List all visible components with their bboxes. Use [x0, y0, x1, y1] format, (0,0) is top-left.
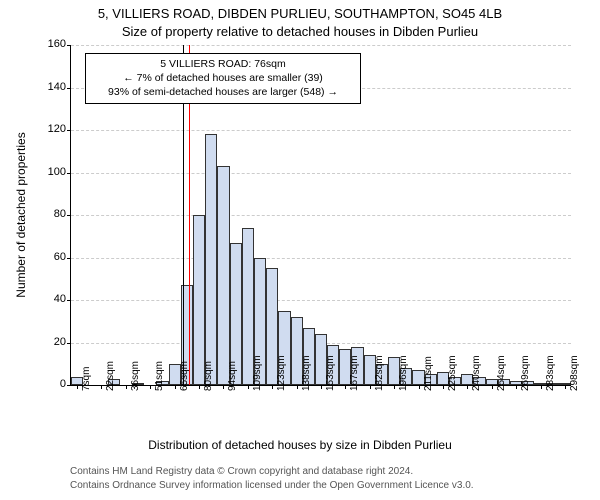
x-axis-label: Distribution of detached houses by size …	[0, 438, 600, 452]
gridline	[71, 258, 571, 259]
ytick-mark	[67, 130, 71, 131]
xtick-label: 80sqm	[203, 361, 214, 391]
xtick-label: 196sqm	[398, 355, 409, 391]
xtick-mark	[199, 385, 200, 389]
ytick-mark	[67, 385, 71, 386]
annotation-line3: 93% of semi-detached houses are larger (…	[92, 85, 354, 99]
ytick-label: 0	[26, 378, 66, 390]
xtick-label: 22sqm	[105, 361, 116, 391]
xtick-mark	[467, 385, 468, 389]
gridline	[71, 300, 571, 301]
ytick-label: 20	[26, 336, 66, 348]
footnote-line2: Contains Ordnance Survey information lic…	[70, 480, 474, 491]
ytick-label: 40	[26, 293, 66, 305]
xtick-mark	[394, 385, 395, 389]
ytick-mark	[67, 258, 71, 259]
xtick-label: 153sqm	[325, 355, 336, 391]
xtick-label: 7sqm	[81, 367, 92, 391]
chart-title-line1: 5, VILLIERS ROAD, DIBDEN PURLIEU, SOUTHA…	[0, 6, 600, 21]
xtick-mark	[345, 385, 346, 389]
gridline	[71, 173, 571, 174]
gridline	[71, 215, 571, 216]
xtick-label: 94sqm	[227, 361, 238, 391]
xtick-label: 254sqm	[496, 355, 507, 391]
xtick-mark	[492, 385, 493, 389]
xtick-mark	[541, 385, 542, 389]
xtick-mark	[223, 385, 224, 389]
plot-area: 0204060801001201401607sqm22sqm36sqm51sqm…	[70, 45, 571, 386]
ytick-label: 140	[26, 81, 66, 93]
footnote-line1: Contains HM Land Registry data © Crown c…	[70, 466, 413, 477]
xtick-mark	[101, 385, 102, 389]
ytick-mark	[67, 343, 71, 344]
ytick-label: 160	[26, 38, 66, 50]
xtick-label: 167sqm	[349, 355, 360, 391]
xtick-mark	[77, 385, 78, 389]
xtick-label: 51sqm	[154, 361, 165, 391]
gridline	[71, 45, 571, 46]
xtick-label: 298sqm	[569, 355, 580, 391]
xtick-mark	[297, 385, 298, 389]
xtick-label: 109sqm	[252, 355, 263, 391]
xtick-mark	[150, 385, 151, 389]
ytick-label: 60	[26, 251, 66, 263]
annotation-line1: 5 VILLIERS ROAD: 76sqm	[92, 57, 354, 71]
xtick-label: 225sqm	[447, 355, 458, 391]
ytick-mark	[67, 88, 71, 89]
xtick-mark	[272, 385, 273, 389]
chart-title-line2: Size of property relative to detached ho…	[0, 24, 600, 39]
xtick-mark	[370, 385, 371, 389]
ytick-mark	[67, 45, 71, 46]
xtick-label: 211sqm	[423, 356, 434, 391]
chart-container: 5, VILLIERS ROAD, DIBDEN PURLIEU, SOUTHA…	[0, 0, 600, 500]
xtick-label: 36sqm	[130, 361, 141, 391]
ytick-label: 80	[26, 208, 66, 220]
xtick-mark	[419, 385, 420, 389]
gridline	[71, 130, 571, 131]
annotation-box: 5 VILLIERS ROAD: 76sqm← 7% of detached h…	[85, 53, 361, 104]
histogram-bar	[217, 166, 229, 385]
xtick-label: 283sqm	[545, 355, 556, 391]
histogram-bar	[193, 215, 205, 385]
annotation-line2: ← 7% of detached houses are smaller (39)	[92, 71, 354, 85]
histogram-bar	[205, 134, 217, 385]
xtick-label: 123sqm	[276, 355, 287, 391]
ytick-mark	[67, 215, 71, 216]
xtick-mark	[565, 385, 566, 389]
xtick-label: 240sqm	[471, 355, 482, 391]
xtick-label: 138sqm	[301, 355, 312, 391]
xtick-mark	[126, 385, 127, 389]
xtick-label: 182sqm	[374, 355, 385, 391]
xtick-mark	[248, 385, 249, 389]
xtick-mark	[443, 385, 444, 389]
xtick-label: 269sqm	[520, 355, 531, 391]
xtick-mark	[321, 385, 322, 389]
ytick-label: 100	[26, 166, 66, 178]
xtick-mark	[175, 385, 176, 389]
ytick-label: 120	[26, 123, 66, 135]
ytick-mark	[67, 300, 71, 301]
ytick-mark	[67, 173, 71, 174]
xtick-mark	[516, 385, 517, 389]
